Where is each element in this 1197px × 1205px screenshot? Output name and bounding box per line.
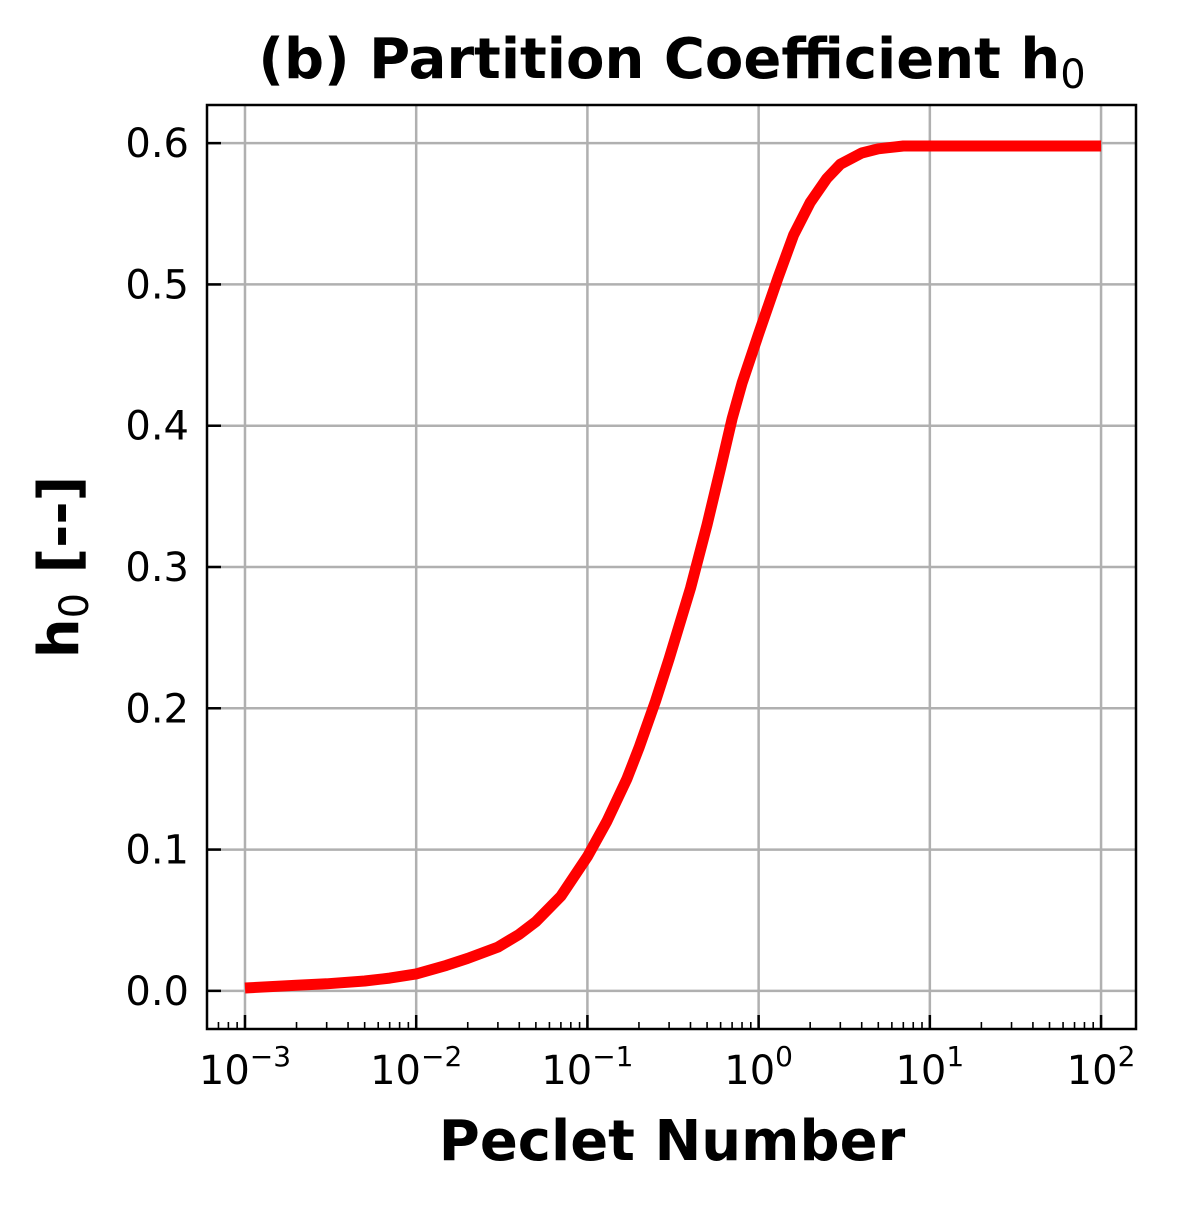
- y-tick-label: 0.2: [125, 686, 189, 732]
- y-axis-label-suffix: [--]: [27, 476, 92, 593]
- x-tick-label-base: 10: [1067, 1048, 1118, 1094]
- x-tick-label-base: 10: [895, 1048, 946, 1094]
- y-tick-label: 0.3: [125, 545, 189, 591]
- x-tick-label-base: 10: [370, 1048, 421, 1094]
- line-layer: [244, 140, 1102, 994]
- x-tick-label-exponent: −3: [250, 1040, 291, 1073]
- y-tick-label: 0.1: [125, 828, 189, 874]
- y-tick-label: 0.0: [125, 969, 189, 1015]
- chart-title-text: (b) Partition Coefficient h: [258, 27, 1060, 92]
- x-tick-label-exponent: 2: [1118, 1040, 1136, 1073]
- x-tick-label-base: 10: [541, 1048, 592, 1094]
- y-tick-label: 0.5: [125, 262, 189, 308]
- x-tick-label: 102: [1067, 1040, 1136, 1094]
- x-tick-label-base: 10: [724, 1048, 775, 1094]
- tick-layer: 10−3 10−2 10−1 100 101 1020.00.10.20.30.40.50…: [125, 121, 1135, 1094]
- x-tick-label: 10−1: [541, 1040, 633, 1094]
- x-tick-label: 101: [895, 1040, 964, 1094]
- x-tick-label-exponent: 0: [775, 1040, 793, 1073]
- x-tick-label-exponent: −2: [421, 1040, 462, 1073]
- grid-layer: [207, 105, 1136, 1029]
- y-axis-label: h0 [--]: [27, 476, 98, 659]
- series-line: [244, 140, 1102, 994]
- x-tick-label: 100: [724, 1040, 793, 1094]
- chart-title-subscript: 0: [1060, 52, 1085, 98]
- y-axis-label-subscript: 0: [52, 593, 98, 618]
- x-axis-label: Peclet Number: [439, 1109, 906, 1174]
- x-tick-label-exponent: 1: [946, 1040, 964, 1073]
- x-tick-label-exponent: −1: [592, 1040, 633, 1073]
- y-axis-label-text: h: [27, 618, 92, 658]
- y-tick-label: 0.6: [125, 121, 189, 167]
- x-tick-label: 10−3: [199, 1040, 291, 1094]
- x-tick-label: 10−2: [370, 1040, 462, 1094]
- y-tick-label: 0.4: [125, 404, 189, 450]
- x-tick-label-base: 10: [199, 1048, 250, 1094]
- chart-title: (b) Partition Coefficient h0: [258, 27, 1085, 98]
